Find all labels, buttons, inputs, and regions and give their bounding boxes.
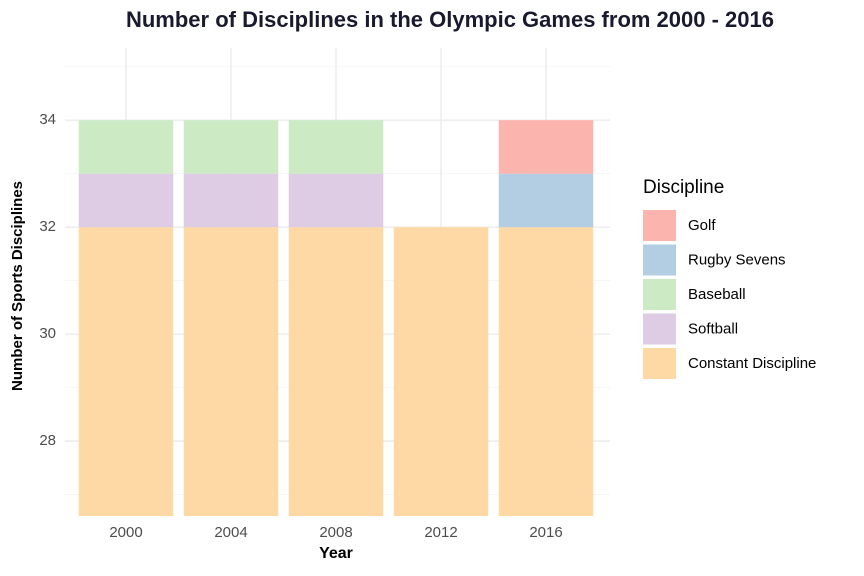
x-tick-label: 2012: [424, 524, 457, 541]
legend-label: Baseball: [688, 286, 746, 303]
bar-segment: [498, 227, 594, 517]
y-tick-label: 34: [39, 111, 56, 128]
x-axis-title: Year: [319, 545, 353, 562]
legend-key: [643, 348, 676, 379]
legend-label: Softball: [688, 320, 738, 337]
legend-label: Rugby Sevens: [688, 251, 786, 268]
x-tick-label: 2004: [214, 524, 247, 541]
bar-segment: [288, 120, 384, 174]
x-tick-label: 2016: [529, 524, 562, 541]
legend-title: Discipline: [643, 177, 724, 198]
y-tick-label: 28: [39, 432, 56, 449]
x-tick-label: 2000: [109, 524, 142, 541]
bar-segment: [393, 227, 489, 517]
y-tick-label: 30: [39, 325, 56, 342]
legend-label: Golf: [688, 217, 716, 234]
bar-segment: [183, 173, 279, 228]
legend-label: Constant Discipline: [688, 355, 816, 372]
y-tick-label: 32: [39, 218, 56, 235]
bar-segment: [498, 120, 594, 174]
bar-segment: [183, 120, 279, 174]
bar-segment: [498, 173, 594, 228]
legend-key: [643, 279, 676, 310]
bar-segment: [78, 120, 174, 174]
legend-key: [643, 210, 676, 241]
legend-key: [643, 244, 676, 276]
bar-segment: [288, 227, 384, 517]
legend-key: [643, 313, 676, 345]
bar-segment: [288, 173, 384, 228]
bar-segment: [183, 227, 279, 517]
y-axis-title: Number of Sports Disciplines: [9, 181, 26, 391]
bar-segment: [78, 227, 174, 517]
x-tick-label: 2008: [319, 524, 352, 541]
chart-title: Number of Disciplines in the Olympic Gam…: [126, 7, 774, 32]
bar-segment: [78, 173, 174, 228]
